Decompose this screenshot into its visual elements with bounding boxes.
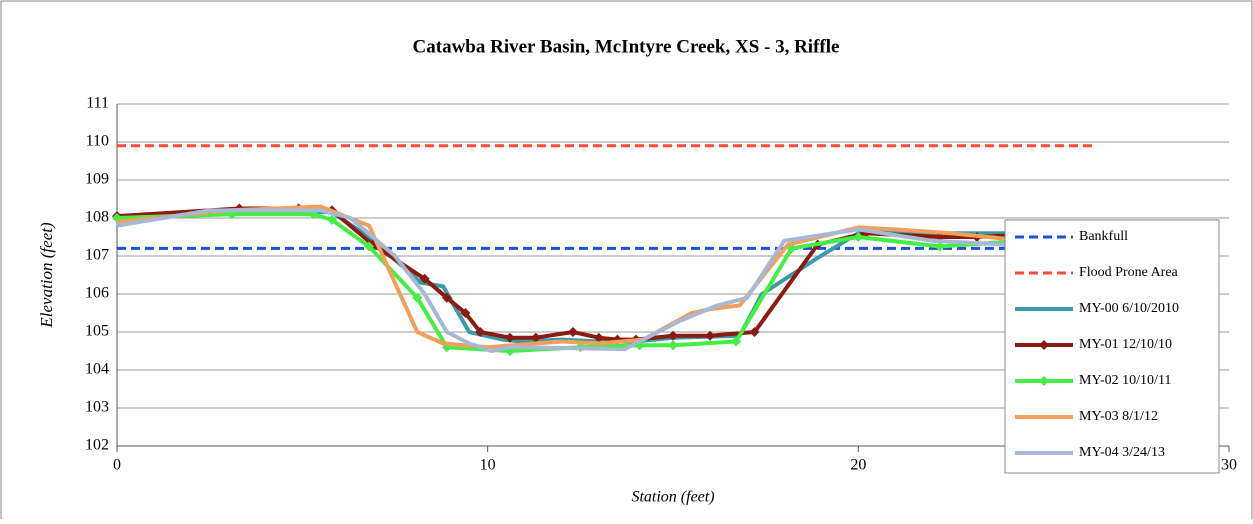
marker <box>326 214 337 225</box>
marker <box>731 336 742 347</box>
legend-label: Flood Prone Area <box>1079 265 1179 280</box>
marker <box>934 241 945 252</box>
marker <box>567 327 578 337</box>
y-tick-label: 107 <box>85 247 109 264</box>
marker <box>364 241 375 252</box>
legend-label: MY-02 10/10/11 <box>1079 373 1171 388</box>
series-line <box>116 204 1007 350</box>
y-tick-label: 108 <box>85 209 109 226</box>
marker <box>460 308 471 318</box>
legend-label: MY-04 3/24/13 <box>1079 445 1165 460</box>
marker <box>668 330 678 341</box>
marker <box>593 332 604 343</box>
legend-label: MY-01 12/10/10 <box>1079 337 1172 352</box>
marker <box>668 340 678 351</box>
y-tick-label: 104 <box>85 361 109 378</box>
y-tick-label: 103 <box>85 399 109 416</box>
series-line <box>116 208 1026 353</box>
marker <box>504 332 515 343</box>
marker <box>419 273 430 284</box>
y-tick-label: 110 <box>86 133 109 150</box>
marker <box>749 327 760 337</box>
y-tick-label: 111 <box>86 95 109 112</box>
y-tick-label: 102 <box>85 437 109 454</box>
marker <box>441 292 452 303</box>
chart-title: Catawba River Basin, McIntyre Creek, XS … <box>413 36 840 57</box>
marker <box>475 327 486 337</box>
x-tick-label: 30 <box>1221 457 1237 474</box>
marker <box>853 232 864 242</box>
x-axis-label: Station (feet) <box>631 489 714 506</box>
y-tick-label: 106 <box>85 285 109 302</box>
y-tick-label: 105 <box>85 323 109 340</box>
marker <box>705 330 716 341</box>
marker <box>412 292 423 303</box>
x-tick-label: 20 <box>850 457 866 474</box>
y-axis-label: Elevation (feet) <box>37 222 56 329</box>
x-tick-label: 0 <box>113 457 121 474</box>
legend-marker <box>1039 340 1049 350</box>
x-tick-label: 10 <box>480 457 496 474</box>
y-tick-label: 109 <box>85 171 109 188</box>
marker <box>530 332 541 343</box>
legend-label: MY-03 8/1/12 <box>1079 409 1158 424</box>
legend-label: Bankfull <box>1079 229 1128 244</box>
legend-label: MY-00 6/10/2010 <box>1079 301 1179 316</box>
legend-marker <box>1039 376 1049 386</box>
